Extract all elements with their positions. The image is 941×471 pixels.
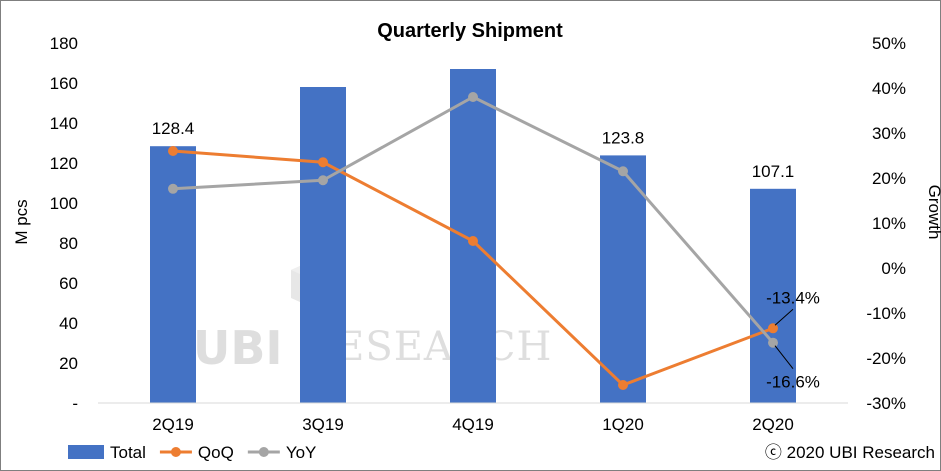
- point-yoy: [468, 92, 478, 102]
- legend-label-total: Total: [110, 443, 146, 462]
- y-tick-label: 120: [50, 154, 78, 173]
- leader-line: [774, 345, 794, 370]
- x-axis-ticks: 2Q19 3Q19 4Q19 1Q20 2Q20: [152, 415, 794, 434]
- point-qoq: [318, 157, 328, 168]
- point-qoq: [468, 236, 478, 246]
- point-yoy: [318, 175, 328, 186]
- point-qoq: [168, 146, 178, 156]
- leader-line: [774, 308, 794, 326]
- y2-tick-label: 0%: [881, 259, 906, 278]
- y-tick-label: 100: [50, 194, 78, 213]
- y2-tick-label: 40%: [872, 79, 906, 98]
- legend-label-yoy: YoY: [286, 443, 317, 462]
- y2-axis-ticks: -30% -20% -10% 0% 10% 20% 30% 40% 50%: [866, 34, 906, 413]
- y-tick-label: -: [72, 394, 78, 413]
- data-label: 107.1: [752, 162, 795, 181]
- y2-tick-label: -30%: [866, 394, 906, 413]
- data-label: 123.8: [602, 128, 645, 147]
- data-label: 128.4: [152, 119, 195, 138]
- point-yoy: [168, 183, 178, 194]
- legend-marker-qoq: [170, 447, 181, 457]
- y-tick-label: 60: [59, 274, 78, 293]
- bar: [600, 155, 646, 403]
- data-labels: 128.4 123.8 107.1 -13.4% -16.6%: [152, 119, 820, 392]
- legend-marker-yoy: [258, 447, 269, 457]
- bar: [300, 87, 346, 403]
- line-series: [168, 92, 778, 390]
- legend-label-qoq: QoQ: [198, 443, 234, 462]
- y2-tick-label: -20%: [866, 349, 906, 368]
- watermark-mark: UBI: [193, 321, 283, 375]
- y-axis-title: M pcs: [12, 199, 31, 244]
- data-label: -13.4%: [766, 288, 820, 307]
- y-tick-label: 20: [59, 354, 78, 373]
- copyright-text: ⓒ 2020 UBI Research: [765, 443, 935, 462]
- watermark: UBI RESEARCH: [193, 258, 551, 375]
- y2-tick-label: -10%: [866, 304, 906, 323]
- y-tick-label: 140: [50, 114, 78, 133]
- x-tick-label: 3Q19: [302, 415, 344, 434]
- x-tick-label: 2Q19: [152, 415, 194, 434]
- bar: [750, 188, 796, 403]
- y-tick-label: 180: [50, 34, 78, 53]
- y2-tick-label: 50%: [872, 34, 906, 53]
- x-tick-label: 2Q20: [752, 415, 794, 434]
- legend: Total QoQ YoY: [68, 443, 316, 462]
- y-tick-label: 160: [50, 74, 78, 93]
- y-tick-label: 40: [59, 314, 78, 333]
- y-axis-ticks: - 20 40 60 80 100 120 140 160 180: [50, 34, 78, 413]
- y-tick-label: 80: [59, 234, 78, 253]
- x-tick-label: 1Q20: [602, 415, 644, 434]
- point-yoy: [768, 337, 778, 348]
- y2-tick-label: 30%: [872, 124, 906, 143]
- y2-tick-label: 10%: [872, 214, 906, 233]
- point-qoq: [768, 323, 778, 334]
- legend-swatch-total: [68, 445, 104, 459]
- y2-tick-label: 20%: [872, 169, 906, 188]
- chart-title: Quarterly Shipment: [377, 20, 563, 42]
- point-yoy: [618, 166, 628, 177]
- data-label: -16.6%: [766, 373, 820, 392]
- x-tick-label: 4Q19: [452, 415, 494, 434]
- y2-axis-title: Growth: [925, 185, 941, 240]
- point-qoq: [618, 380, 628, 390]
